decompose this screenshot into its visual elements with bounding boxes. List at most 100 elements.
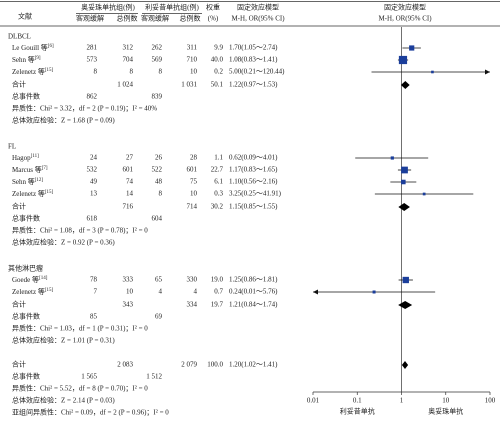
effect-square [402,276,409,284]
effect-test: 总体效应检验：Z = 2.14 (P = 0.03) [12,396,115,405]
ci-text: 5.00(0.21～120.44) [229,68,285,76]
events-label: 总事件数 [12,214,40,223]
effect-square [390,156,394,160]
ci-text: 0.24(0.01～5.76) [229,288,278,296]
subgroup-name: 其他淋巴瘤 [8,264,43,273]
cell: 573 [87,56,98,64]
weight: 0.7 [214,288,223,296]
cell: 85 [90,313,98,321]
subgroup-name: FL [8,143,16,151]
study-label: Goede 等 [12,275,39,284]
reference: [14] [39,276,48,281]
study-name: Le Gouill 等[6] [12,43,54,52]
study-name: Sehn 等[12] [12,177,43,186]
cell: 2 079 [181,361,197,369]
weight: 19.0 [211,276,224,284]
cell: 281 [87,44,98,52]
reference: [12] [35,178,44,183]
weight: 22.7 [211,166,224,174]
effect-square [372,290,376,294]
cell: 14 [126,190,134,198]
effect-test: 总体效应检验：Z = 1.01 (P = 0.31) [12,336,115,345]
cell: 716 [123,203,134,211]
weight: 40.0 [211,56,224,64]
study-name: Goede 等[14] [12,275,48,284]
header: 固定效应模型 [384,3,426,12]
cell: 604 [152,215,163,223]
header: 权重 [206,3,220,12]
weight: 9.9 [214,44,223,52]
ci-text: 1.22(0.97～1.53) [229,81,278,89]
cell: 26 [155,154,163,162]
cell: 704 [123,56,134,64]
cell: 333 [123,276,134,284]
cell: 1 565 [81,373,97,381]
cell: 4 [159,288,163,296]
reference: [15] [45,288,54,293]
ci-text: 1.10(0.56～2.16) [229,178,278,186]
heterogeneity: 异质性：Chi² = 1.08，df = 3 (P = 0.78)；I² = 0 [12,226,148,235]
weight: 6.1 [214,178,223,186]
effect-test: 总体效应检验：Z = 1.68 (P = 0.09) [12,116,115,125]
study-label: Sehn 等 [12,177,35,186]
cell: 78 [90,276,98,284]
cell: 7 [94,288,98,296]
reference: [11] [31,154,39,159]
reference: [9] [35,56,41,61]
cell: 1 031 [181,81,197,89]
cell: 1 024 [117,81,133,89]
ci-arrow [313,289,318,295]
favors-label: 奥妥珠单抗 [428,407,463,416]
ci-text: 1.15(0.85～1.55) [229,203,278,211]
cell: 2 083 [117,361,133,369]
study-name: Sehn 等[9] [12,55,41,64]
effect-square [422,192,426,196]
favors-label: 利妥昔单抗 [340,407,375,416]
x-tick-label: 0.1 [353,397,362,405]
cell: 28 [190,154,198,162]
cell: 1 512 [146,373,162,381]
study-label: Zelenetz 等 [12,189,45,198]
header: M-H, OR(95% CI) [231,15,285,23]
ci-text: 1.20(1.02～1.41) [229,361,278,369]
total-label: 合计 [12,80,26,89]
effect-square [409,45,415,51]
cell: 601 [123,166,134,174]
summary-diamond [400,81,410,89]
ci-text: 3.25(0.25～41.91) [229,190,282,198]
cell: 8 [159,68,163,76]
effect-square [401,179,406,185]
study-name: Zelenetz 等[15] [12,189,54,198]
study-label: Zelenetz 等 [12,287,45,296]
study-name: Zelenetz 等[15] [12,287,54,296]
study-label: Sehn 等 [12,55,35,64]
header: 文献 [18,12,32,21]
cell: 862 [87,93,98,101]
ci-text: 1.08(0.83～1.41) [229,56,278,64]
ci-arrow [485,69,490,75]
cell: 330 [187,276,198,284]
cell: 4 [194,288,198,296]
header: 总例数 [117,14,138,23]
header: 客观缓解 [76,14,104,23]
cell: 8 [159,190,163,198]
subgroup-difference: 亚组间异质性：Chi² = 0.09，df = 2 (P = 0.96)；I² … [12,408,169,417]
cell: 48 [155,178,163,186]
cell: 532 [87,166,98,174]
cell: 311 [187,44,198,52]
ci-text: 0.62(0.09～4.01) [229,154,278,162]
cell: 10 [190,68,198,76]
total-label: 合计 [12,360,26,369]
ci-text: 1.70(1.05～2.74) [229,44,278,52]
cell: 10 [126,288,134,296]
reference: [15] [45,68,54,73]
ci-text: 1.21(0.84～1.74) [229,301,278,309]
cell: 10 [190,190,198,198]
cell: 27 [126,154,134,162]
effect-square [398,55,408,65]
study-label: Hagop [12,154,31,162]
cell: 69 [155,313,163,321]
cell: 13 [90,190,98,198]
header: 总例数 [180,14,201,23]
study-name: Marcus 等[7] [12,165,48,174]
